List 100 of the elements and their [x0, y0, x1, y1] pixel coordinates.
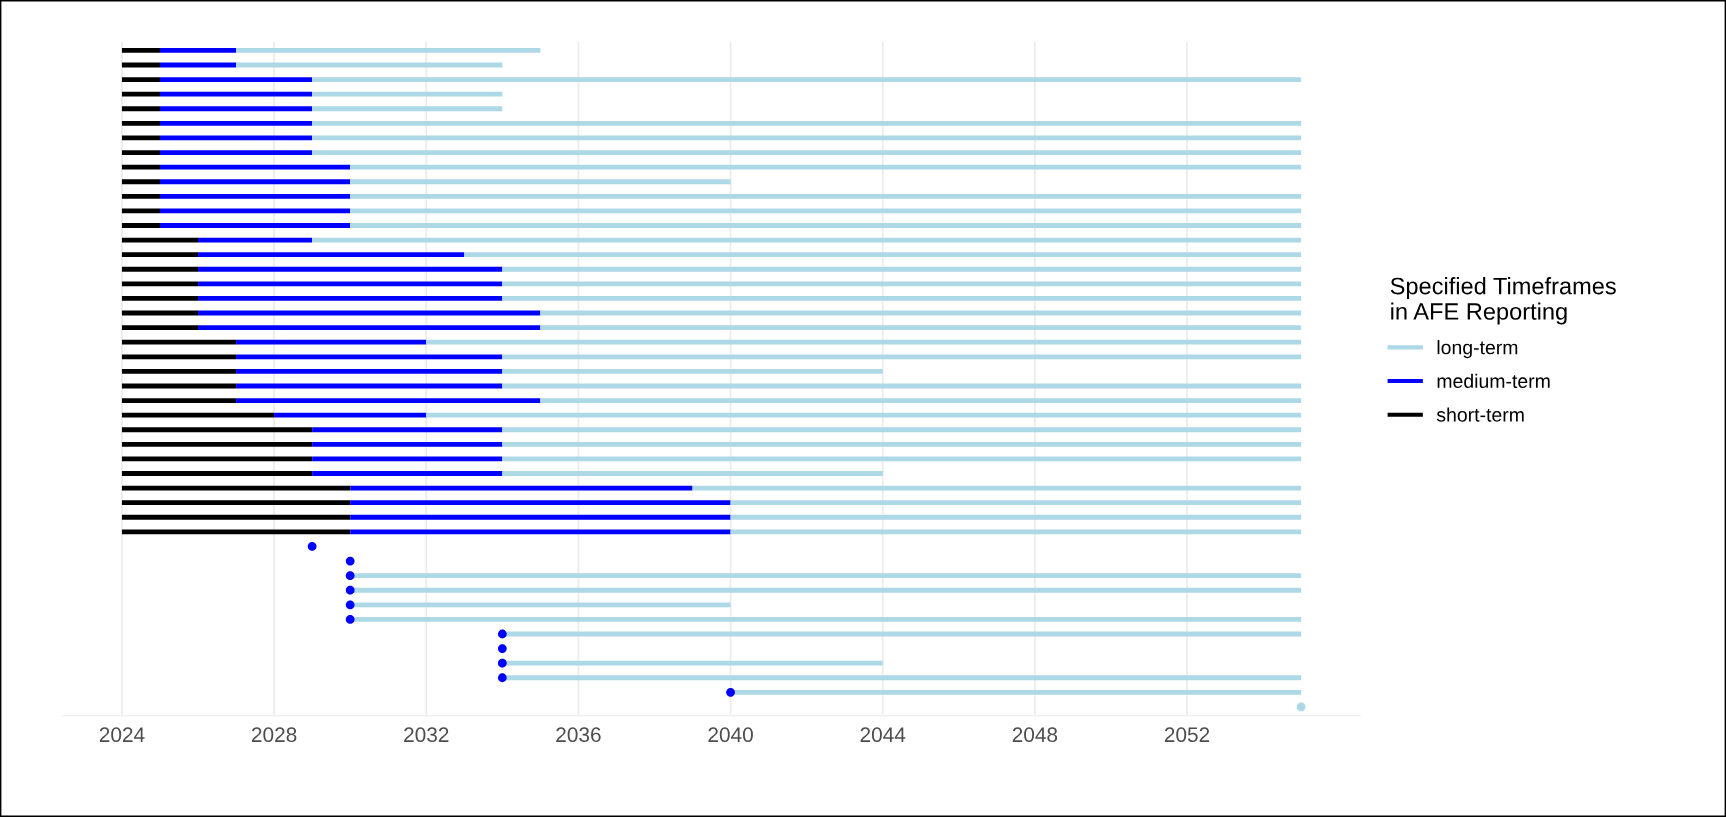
point	[345, 556, 355, 566]
bar	[121, 485, 351, 491]
bar	[160, 179, 351, 185]
bar	[121, 223, 160, 228]
bar	[121, 514, 351, 520]
bar	[121, 150, 160, 155]
bar	[350, 179, 731, 185]
x-tick-label: 2028	[251, 727, 297, 743]
bar	[121, 354, 237, 360]
bar	[121, 296, 199, 301]
bar	[502, 266, 1302, 272]
bar	[236, 339, 427, 345]
bar	[160, 193, 351, 199]
bar	[121, 120, 160, 126]
bar	[198, 281, 503, 287]
bar	[350, 529, 731, 535]
bar	[121, 529, 351, 535]
bar	[121, 368, 237, 374]
bar	[121, 441, 313, 447]
bar	[464, 252, 1302, 258]
bar	[121, 48, 160, 53]
bar	[160, 120, 313, 126]
bar	[274, 412, 427, 418]
bar	[540, 325, 1302, 331]
bar	[350, 164, 1302, 170]
bar	[540, 398, 1302, 403]
bar	[121, 325, 199, 331]
bar	[350, 514, 731, 520]
bar	[236, 354, 503, 360]
bar	[236, 48, 541, 53]
bar	[426, 339, 1302, 345]
bar	[502, 471, 883, 476]
bar	[502, 368, 883, 374]
bar	[121, 427, 313, 433]
bar	[350, 223, 1302, 228]
point	[497, 673, 507, 683]
bar	[121, 281, 199, 287]
x-tick-label: 2040	[708, 727, 753, 743]
bar	[160, 223, 351, 228]
bar	[312, 150, 1302, 155]
bar	[121, 412, 275, 418]
point	[345, 615, 355, 624]
bar	[121, 500, 351, 506]
point	[726, 687, 735, 697]
bar	[121, 164, 160, 170]
point	[345, 585, 355, 595]
point	[1296, 702, 1306, 712]
legend-title: Specified Timeframes in AFE Reporting	[1390, 277, 1616, 325]
bar	[692, 485, 1302, 491]
bar	[198, 325, 541, 331]
bar	[312, 91, 503, 97]
bar	[350, 208, 1302, 214]
x-tick-label: 2044	[860, 727, 906, 743]
bar	[502, 427, 1302, 433]
bar	[121, 179, 160, 185]
x-tick-label: 2036	[556, 727, 601, 743]
bar	[121, 208, 160, 214]
bar	[160, 164, 351, 170]
bar	[236, 368, 503, 374]
point	[345, 571, 355, 581]
bar	[502, 441, 1302, 447]
bar	[730, 500, 1302, 506]
bar	[121, 193, 160, 199]
bar	[350, 193, 1302, 199]
x-tick-label: 2032	[404, 727, 449, 743]
bar	[236, 398, 541, 403]
x-tick-label: 2052	[1164, 727, 1210, 743]
bar	[160, 48, 237, 53]
bar	[198, 252, 465, 258]
bar	[121, 398, 237, 403]
bar	[312, 441, 503, 447]
bar	[121, 106, 160, 112]
bar	[160, 106, 313, 112]
bar	[312, 106, 503, 112]
bar	[121, 252, 199, 258]
bar	[160, 77, 313, 83]
x-tick-label: 2024	[99, 727, 145, 743]
bar	[730, 514, 1302, 520]
bar	[160, 91, 313, 97]
bar	[121, 77, 160, 83]
x-tick-label: 2048	[1012, 727, 1058, 743]
legend-label: long-term	[1437, 340, 1518, 359]
bar	[198, 266, 503, 272]
bar	[502, 354, 1302, 360]
bar	[502, 281, 1302, 287]
bar	[198, 296, 503, 301]
legend-label: medium-term	[1437, 373, 1550, 389]
point	[345, 600, 355, 610]
bar	[312, 77, 1302, 83]
legend-label: short-term	[1436, 407, 1524, 422]
bar	[121, 339, 237, 345]
bar	[730, 529, 1302, 535]
bar	[121, 471, 313, 476]
bar	[502, 296, 1302, 301]
bar	[160, 208, 351, 214]
bar	[312, 120, 1302, 126]
point	[497, 644, 507, 653]
bar	[160, 150, 313, 155]
bar	[312, 427, 503, 433]
point	[497, 658, 507, 668]
